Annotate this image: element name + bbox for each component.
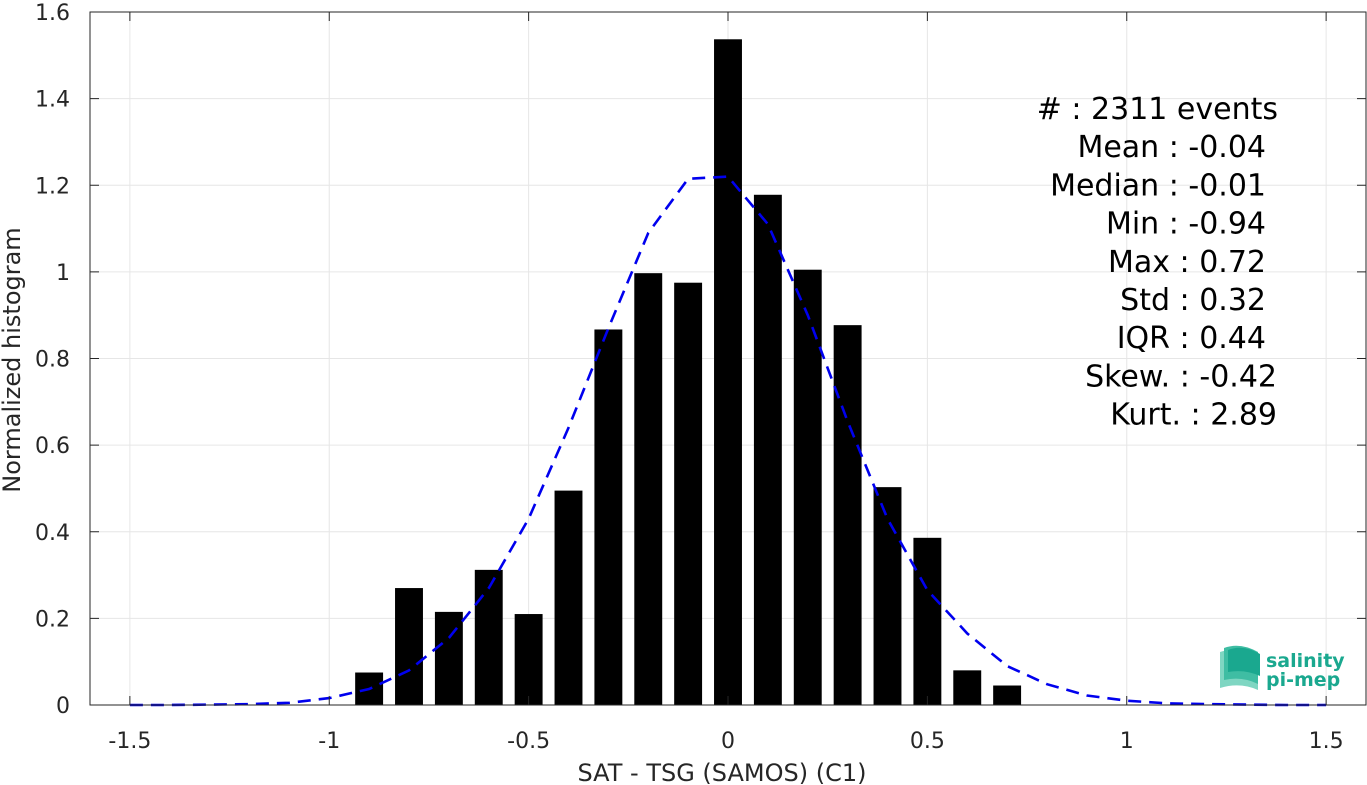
salinity-pi-mep-logo: salinity pi-mep — [1220, 645, 1345, 691]
histogram-bar — [474, 569, 503, 705]
x-axis-label: SAT - TSG (SAMOS) (C1) — [578, 759, 867, 785]
stats-line: Skew. : -0.42 — [1085, 359, 1277, 394]
histogram-bar — [395, 588, 423, 705]
histogram-bars — [355, 39, 1022, 706]
x-tick-label: 1 — [1120, 729, 1134, 754]
x-tick-label: -1.5 — [108, 729, 151, 754]
histogram-bar — [634, 273, 663, 705]
histogram-bar — [793, 269, 822, 705]
logo-line-2: pi-mep — [1266, 669, 1340, 691]
x-tick-label: -1 — [318, 729, 340, 754]
stats-line: Mean : -0.04 — [1077, 130, 1266, 165]
y-axis-ticks: 0 0.2 0.4 0.6 0.8 1 1.2 1.4 1.6 — [35, 1, 1366, 719]
stats-line: # : 2311 events — [1037, 92, 1278, 127]
histogram-bar — [833, 325, 862, 705]
histogram-bar — [913, 537, 942, 705]
stats-line: Max : 0.72 — [1108, 245, 1266, 280]
y-tick-label: 1.2 — [35, 174, 70, 199]
y-axis-label: Normalized histogram — [0, 227, 26, 492]
stats-line: Std : 0.32 — [1120, 283, 1266, 318]
stats-line: IQR : 0.44 — [1117, 321, 1266, 356]
x-axis-ticks: -1.5 -1 -0.5 0 0.5 1 1.5 — [108, 12, 1344, 754]
histogram-bar — [434, 611, 463, 705]
histogram-bar — [594, 329, 623, 705]
histogram-bar — [514, 614, 543, 705]
histogram-bar — [714, 39, 742, 706]
y-tick-label: 0 — [56, 694, 70, 719]
histogram-bar — [753, 194, 782, 705]
histogram-bar — [674, 282, 703, 705]
stats-line: Kurt. : 2.89 — [1110, 398, 1277, 433]
histogram-bar — [554, 490, 583, 705]
y-tick-label: 1 — [56, 261, 70, 286]
y-tick-label: 1.4 — [35, 88, 70, 113]
y-tick-label: 1.6 — [35, 1, 70, 26]
logo-line-1: salinity — [1266, 650, 1345, 672]
y-tick-label: 0.6 — [35, 434, 70, 459]
salinity-layers-icon — [1220, 645, 1260, 690]
y-tick-label: 0.8 — [35, 348, 70, 373]
histogram-bar — [993, 685, 1022, 705]
x-tick-label: 0 — [721, 729, 735, 754]
x-tick-label: -0.5 — [507, 729, 550, 754]
stats-line: Min : -0.94 — [1106, 207, 1266, 242]
x-tick-label: 1.5 — [1309, 729, 1344, 754]
y-tick-label: 0.4 — [35, 521, 70, 546]
stats-line: Median : -0.01 — [1050, 168, 1266, 203]
y-tick-label: 0.2 — [35, 607, 70, 632]
histogram-bar — [873, 487, 902, 705]
x-tick-label: 0.5 — [910, 729, 945, 754]
histogram-bar — [953, 670, 982, 705]
